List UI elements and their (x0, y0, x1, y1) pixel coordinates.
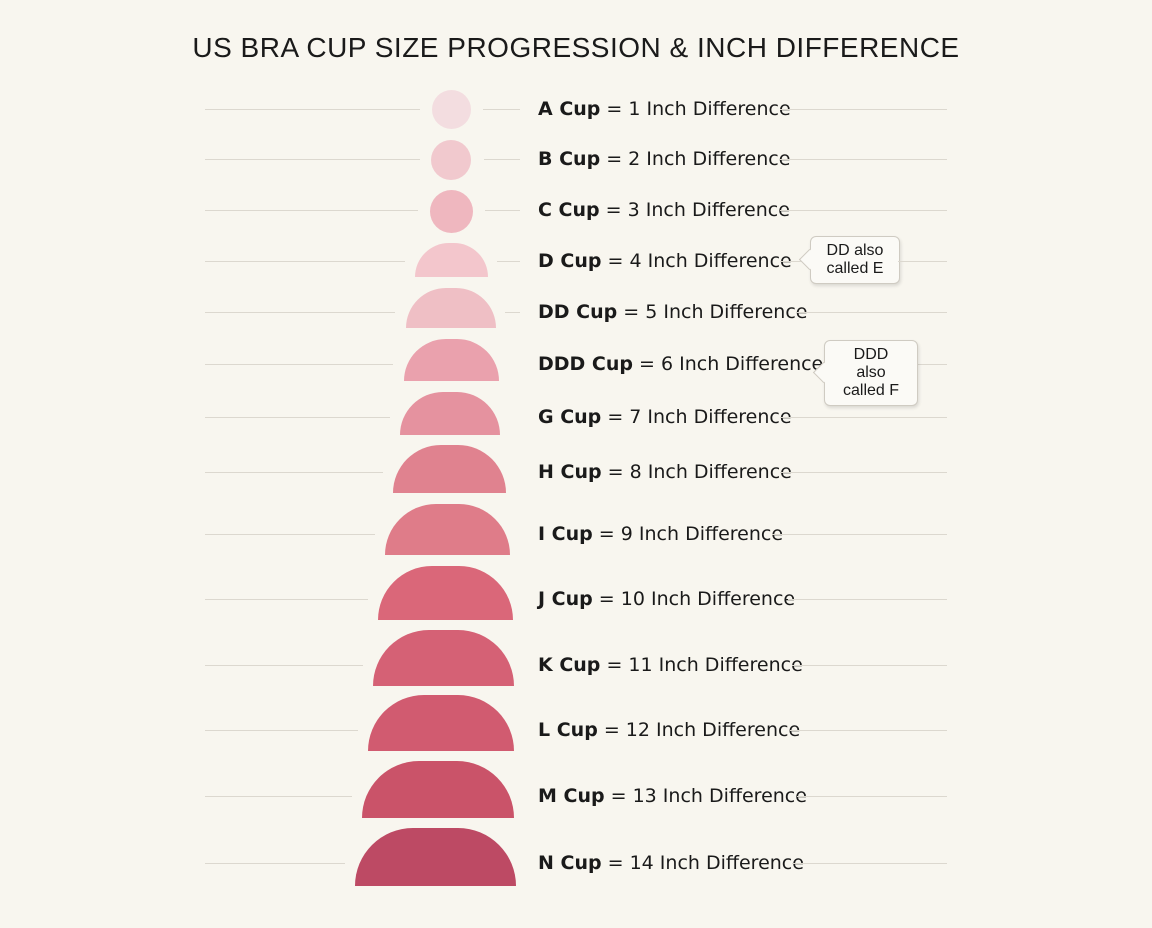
cup-shape-l (368, 695, 514, 751)
cup-label-n: N Cup = 14 Inch Difference (538, 852, 804, 874)
cup-label-c: C Cup = 3 Inch Difference (538, 199, 790, 221)
right-rule (780, 109, 947, 110)
callout-line-2: called E (826, 260, 884, 277)
left-rule (205, 665, 363, 666)
left-rule (205, 417, 390, 418)
left-rule (205, 312, 395, 313)
cup-shape-ddd (404, 339, 499, 381)
left-rule (205, 472, 383, 473)
left-rule (205, 109, 420, 110)
cup-shape-b (431, 140, 471, 180)
cup-shape-n (355, 828, 516, 886)
left-rule (205, 796, 352, 797)
cup-label-dd: DD Cup = 5 Inch Difference (538, 301, 808, 323)
right-rule (780, 472, 947, 473)
right-rule (788, 599, 947, 600)
left-rule (205, 261, 405, 262)
left-rule (205, 159, 420, 160)
cup-shape-i (385, 504, 510, 555)
right-rule (792, 863, 947, 864)
cup-label-b: B Cup = 2 Inch Difference (538, 148, 791, 170)
right-rule (792, 665, 947, 666)
cup-label-i: I Cup = 9 Inch Difference (538, 523, 784, 545)
cup-label-m: M Cup = 13 Inch Difference (538, 785, 807, 807)
cup-label-a: A Cup = 1 Inch Difference (538, 98, 791, 120)
cup-shape-m (362, 761, 514, 818)
page-title: US BRA CUP SIZE PROGRESSION & INCH DIFFE… (192, 32, 960, 63)
cup-label-ddd: DDD Cup = 6 Inch Difference (538, 353, 824, 375)
left-rule (205, 210, 418, 211)
cup-shape-g (400, 392, 500, 435)
right-rule (780, 159, 947, 160)
left-rule (205, 364, 393, 365)
cup-shape-k (373, 630, 514, 686)
right-rule (780, 210, 947, 211)
left-rule (205, 534, 375, 535)
callout-ddd-also-f: DDD also called F (824, 340, 918, 406)
callout-dd-also-e: DD also called E (810, 236, 900, 284)
right-rule (790, 730, 947, 731)
callout-line-2: called F (842, 382, 900, 399)
cup-label-h: H Cup = 8 Inch Difference (538, 461, 792, 483)
left-rule (205, 863, 345, 864)
right-rule (772, 534, 947, 535)
left-rule (205, 599, 368, 600)
left-rule (205, 730, 358, 731)
cup-shape-d (415, 243, 488, 277)
cup-shape-j (378, 566, 513, 620)
mid-rule (497, 261, 520, 262)
callout-rule-dd (898, 261, 947, 262)
right-rule (797, 796, 947, 797)
cup-shape-a (432, 90, 471, 129)
mid-rule (505, 312, 520, 313)
cup-label-k: K Cup = 11 Inch Difference (538, 654, 803, 676)
right-rule (797, 312, 947, 313)
cup-shape-c (430, 190, 473, 233)
callout-line-1: DDD also (853, 346, 889, 381)
right-rule (780, 417, 947, 418)
cup-label-d: D Cup = 4 Inch Difference (538, 250, 792, 272)
right-rule (918, 364, 947, 365)
callout-line-1: DD also (826, 242, 884, 259)
cup-shape-h (393, 445, 506, 493)
cup-label-g: G Cup = 7 Inch Difference (538, 406, 792, 428)
cup-label-l: L Cup = 12 Inch Difference (538, 719, 801, 741)
mid-rule (484, 159, 520, 160)
mid-rule (485, 210, 520, 211)
cup-shape-dd (406, 288, 496, 328)
mid-rule (483, 109, 520, 110)
cup-label-j: J Cup = 10 Inch Difference (538, 588, 796, 610)
